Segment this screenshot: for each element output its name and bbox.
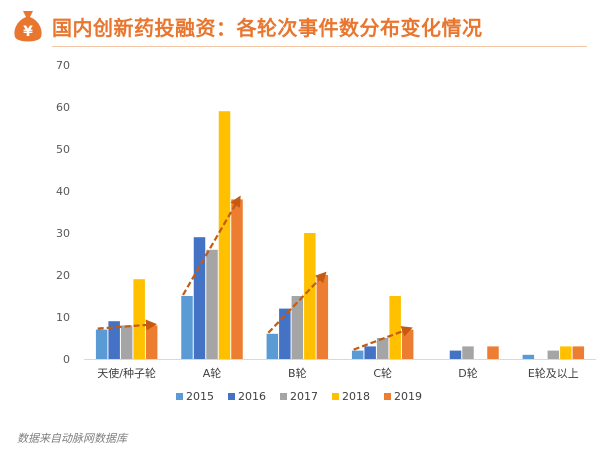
bar-2019-1 (231, 199, 243, 359)
legend-swatch (176, 393, 183, 400)
trend-arrow (182, 195, 241, 296)
y-tick-label: 40 (56, 185, 70, 198)
bar-2019-4 (487, 346, 499, 359)
legend-label: 2017 (290, 390, 318, 403)
bar-2018-1 (218, 111, 231, 359)
bar-2019-5 (572, 346, 585, 359)
bar-2017-3 (376, 338, 389, 359)
trend-arrow (353, 326, 413, 351)
bar-2016-4 (449, 350, 462, 359)
legend-label: 2019 (394, 390, 422, 403)
y-tick-label: 20 (56, 269, 70, 282)
header: ¥ 国内创新药投融资：各轮次事件数分布变化情况 (0, 0, 600, 52)
legend-label: 2016 (238, 390, 266, 403)
legend-swatch (384, 393, 391, 400)
x-tick-label: C轮 (373, 366, 392, 380)
bar-2015-0 (95, 329, 108, 359)
bar-2019-2 (316, 275, 329, 359)
bar-2016-2 (279, 308, 291, 359)
bar-2017-1 (206, 249, 218, 359)
x-tick-label: E轮及以上 (528, 366, 579, 380)
x-tick-label: B轮 (288, 366, 307, 380)
bar-2016-3 (364, 346, 376, 359)
currency-symbol: ¥ (23, 24, 33, 40)
trend-arrow (267, 271, 327, 334)
trend-arrow (97, 319, 157, 331)
bar-2019-3 (401, 329, 414, 359)
legend-label: 2018 (342, 390, 370, 403)
y-tick-label: 0 (63, 353, 70, 366)
bar-2018-5 (560, 346, 572, 359)
bar-2018-3 (389, 296, 401, 359)
bar-2018-0 (133, 279, 145, 359)
source-note: 数据来自动脉网数据库 (17, 432, 127, 445)
legend-swatch (228, 393, 235, 400)
bar-2019-0 (145, 325, 158, 359)
bar-2016-1 (193, 237, 206, 359)
bar-2018-2 (304, 233, 316, 359)
x-tick-label: 天使/种子轮 (97, 366, 156, 380)
y-tick-label: 60 (56, 101, 70, 114)
bar-2015-2 (266, 333, 279, 359)
bar-2016-0 (108, 321, 120, 359)
y-tick-label: 50 (56, 143, 70, 156)
legend-swatch (280, 393, 287, 400)
legend-label: 2015 (186, 390, 214, 403)
bar-2017-0 (120, 325, 133, 359)
y-tick-label: 70 (56, 59, 70, 72)
bar-2017-5 (547, 350, 560, 359)
y-tick-label: 30 (56, 227, 70, 240)
bar-2015-5 (522, 354, 535, 359)
money-bag-icon: ¥ (14, 11, 42, 42)
bar-2015-1 (181, 296, 193, 359)
y-tick-label: 10 (56, 311, 70, 324)
page-title: 国内创新药投融资：各轮次事件数分布变化情况 (52, 16, 483, 40)
bar-2017-4 (462, 346, 474, 359)
x-tick-label: A轮 (203, 366, 222, 380)
legend-swatch (332, 393, 339, 400)
x-tick-label: D轮 (458, 366, 477, 380)
title-divider (52, 46, 587, 47)
bar-2017-2 (291, 296, 304, 359)
bar-2015-3 (351, 350, 364, 359)
